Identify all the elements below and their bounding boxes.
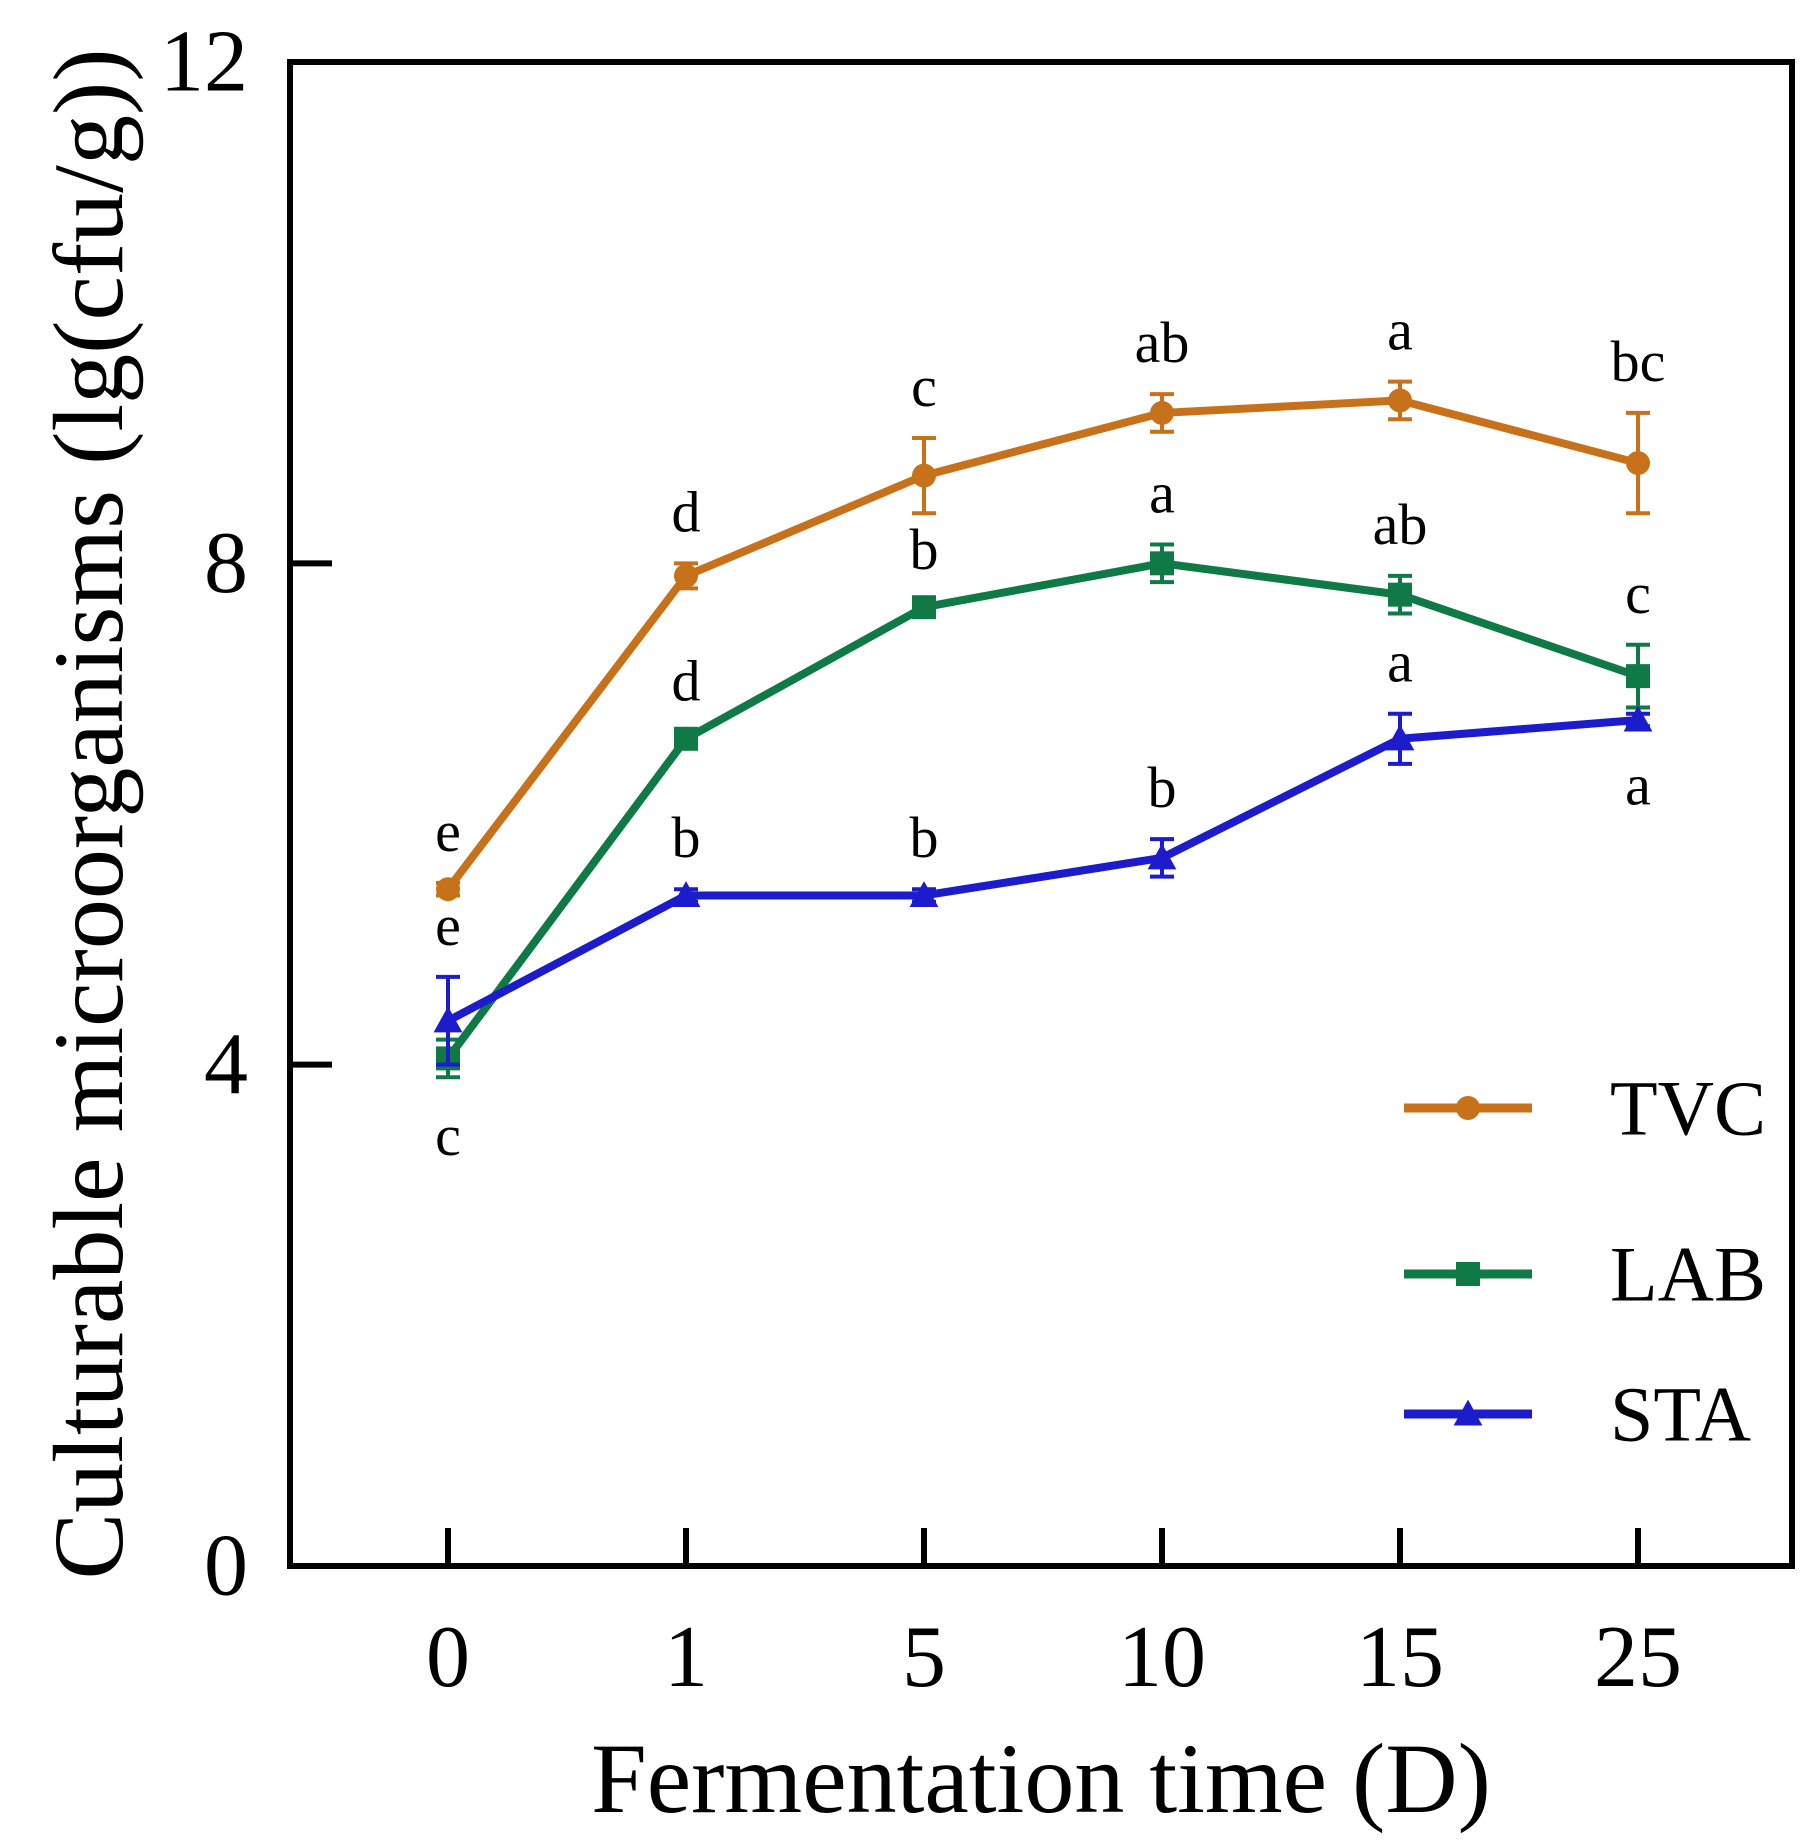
significance-label: a <box>1625 752 1651 817</box>
data-point <box>1388 388 1412 413</box>
x-tick-label: 10 <box>1118 1609 1206 1706</box>
data-point <box>1623 705 1653 732</box>
significance-label: c <box>435 1103 461 1168</box>
significance-label: b <box>910 517 939 582</box>
x-tick-label: 15 <box>1356 1609 1444 1706</box>
significance-label: bc <box>1611 329 1666 394</box>
data-point <box>1388 582 1412 607</box>
data-point <box>1150 551 1174 576</box>
data-point <box>674 563 698 588</box>
x-tick-label: 5 <box>902 1609 946 1706</box>
data-point <box>1385 724 1415 751</box>
significance-label: a <box>1387 630 1413 695</box>
y-tick-label: 4 <box>204 1016 248 1113</box>
significance-label: e <box>435 799 461 864</box>
series-line <box>444 559 1640 1061</box>
legend-label: LAB <box>1610 1231 1766 1318</box>
series-sta: e b b b a a <box>433 630 1653 1067</box>
data-point <box>433 1006 463 1033</box>
y-tick-label: 0 <box>204 1518 248 1615</box>
legend-marker <box>1456 1262 1480 1286</box>
significance-label: b <box>910 805 939 870</box>
y-tick-label: 8 <box>204 515 248 612</box>
significance-label: a <box>1149 461 1175 526</box>
legend-marker <box>1456 1096 1480 1120</box>
significance-label: ab <box>1373 492 1428 557</box>
data-point <box>674 726 698 751</box>
significance-label: c <box>911 354 937 419</box>
series-line <box>446 716 1639 1025</box>
plot-frame <box>287 59 1795 1569</box>
x-axis-title: Fermentation time (D) <box>591 1723 1491 1834</box>
legend-label: STA <box>1610 1371 1751 1458</box>
data-point <box>909 881 939 907</box>
legend: TVC LAB STA <box>1404 1065 1766 1458</box>
legend-item-lab: LAB <box>1404 1231 1766 1318</box>
y-axis-title: Culturable microorganisms (lg(cfu/g)) <box>33 48 144 1579</box>
significance-label: ab <box>1135 310 1190 375</box>
x-tick-label: 0 <box>426 1609 470 1706</box>
x-tick-label: 1 <box>664 1609 708 1706</box>
data-point <box>436 877 460 902</box>
x-tick-label: 25 <box>1594 1609 1682 1706</box>
significance-label: a <box>1387 298 1413 363</box>
significance-label: e <box>435 893 461 958</box>
legend-marker <box>1453 1399 1483 1426</box>
significance-label: d <box>672 479 701 544</box>
significance-label: b <box>1148 755 1177 820</box>
legend-item-sta: STA <box>1404 1371 1751 1458</box>
data-point <box>1150 400 1174 425</box>
significance-label: c <box>1625 561 1651 626</box>
significance-label: b <box>672 805 701 870</box>
data-point <box>912 595 936 620</box>
data-point <box>1626 451 1650 476</box>
data-point <box>1626 664 1650 689</box>
legend-item-tvc: TVC <box>1404 1065 1766 1152</box>
data-point <box>912 463 936 488</box>
series-line <box>444 396 1640 892</box>
data-point <box>671 881 701 907</box>
legend-label: TVC <box>1610 1065 1766 1152</box>
significance-label: d <box>672 649 701 714</box>
data-point <box>1147 843 1177 870</box>
y-tick-label: 12 <box>160 14 248 111</box>
